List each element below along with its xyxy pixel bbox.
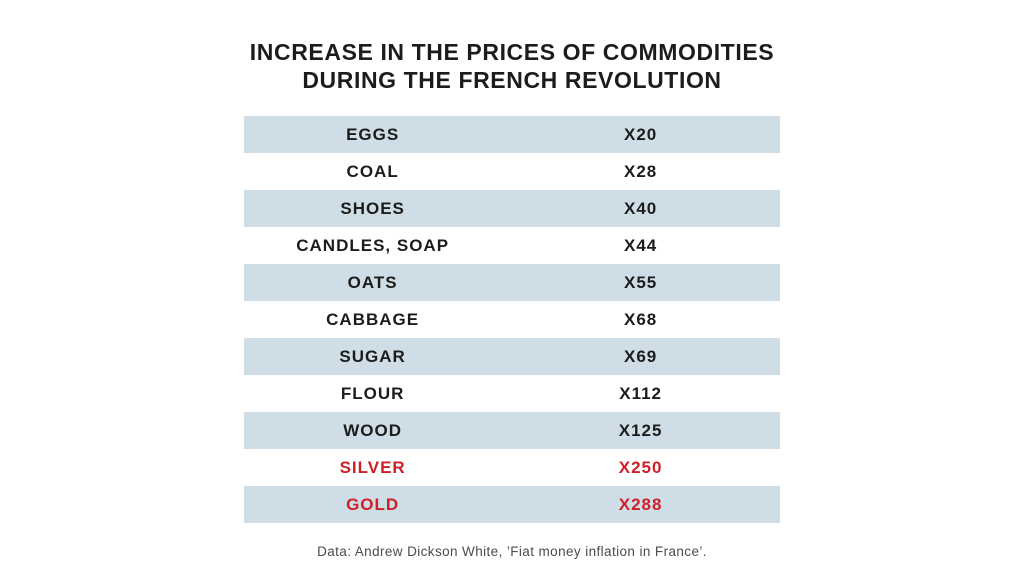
price-multiplier: X125 — [618, 420, 663, 440]
commodity-name: CABBAGE — [326, 309, 420, 329]
commodity-name: OATS — [347, 272, 398, 292]
price-multiplier: X44 — [624, 235, 658, 255]
table-row: CANDLES, SOAP X44 — [244, 227, 780, 264]
commodity-name: COAL — [346, 161, 399, 181]
page-title: INCREASE IN THE PRICES OF COMMODITIES DU… — [0, 0, 1024, 94]
title-line-1: INCREASE IN THE PRICES OF COMMODITIES — [249, 39, 775, 65]
commodity-name: SUGAR — [339, 346, 406, 366]
commodity-price-table: EGGS X20 COAL X28 SHOES X40 CANDLES, SOA… — [244, 116, 780, 523]
data-source-caption: Data: Andrew Dickson White, ’Fiat money … — [317, 544, 707, 559]
price-multiplier: X288 — [618, 494, 663, 514]
price-multiplier: X68 — [624, 309, 658, 329]
price-multiplier: X28 — [624, 161, 658, 181]
commodity-name: SHOES — [340, 198, 405, 218]
commodity-name: GOLD — [346, 494, 400, 514]
price-multiplier: X69 — [624, 346, 658, 366]
table-row-gold-highlighted: GOLD X288 — [244, 486, 780, 523]
commodity-name: FLOUR — [340, 383, 405, 403]
commodity-name: SILVER — [339, 457, 406, 477]
table-row: SHOES X40 — [244, 190, 780, 227]
table-row: CABBAGE X68 — [244, 301, 780, 338]
table-row: FLOUR X112 — [244, 375, 780, 412]
table-row-silver-highlighted: SILVER X250 — [244, 449, 780, 486]
price-multiplier: X55 — [624, 272, 658, 292]
price-multiplier: X112 — [619, 383, 662, 403]
table-row: WOOD X125 — [244, 412, 780, 449]
price-multiplier: X40 — [624, 198, 658, 218]
commodity-name: EGGS — [346, 124, 400, 144]
table-row: COAL X28 — [244, 153, 780, 190]
commodity-name: WOOD — [343, 420, 403, 440]
table-row: EGGS X20 — [244, 116, 780, 153]
price-multiplier: X250 — [618, 457, 663, 477]
title-line-2: DURING THE FRENCH REVOLUTION — [302, 67, 722, 93]
commodity-name: CANDLES, SOAP — [296, 235, 450, 255]
table-row: OATS X55 — [244, 264, 780, 301]
table-row: SUGAR X69 — [244, 338, 780, 375]
price-multiplier: X20 — [624, 124, 658, 144]
